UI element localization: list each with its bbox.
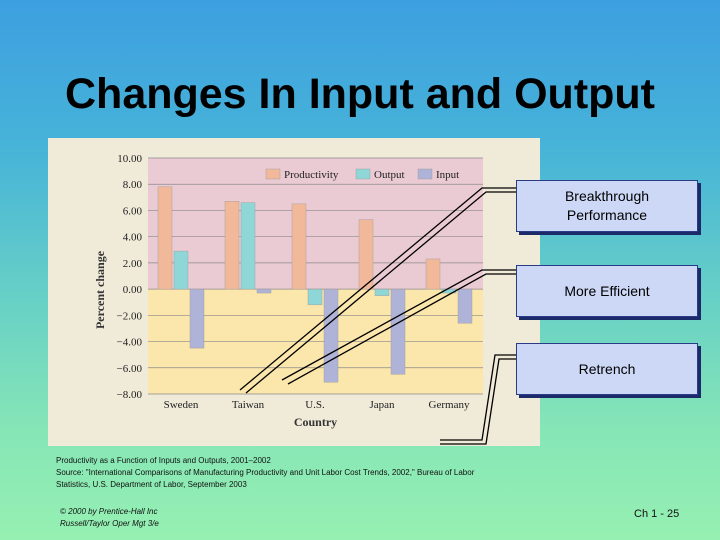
x-tick-label: Japan — [369, 399, 395, 411]
y-tick-label: 8.00 — [123, 179, 143, 191]
bar-output-taiwan — [240, 202, 256, 290]
y-tick-label: 6.00 — [123, 205, 143, 217]
x-tick-label: U.S. — [305, 399, 325, 411]
y-tick-label: 0.00 — [123, 284, 143, 296]
y-tick-label: −2.00 — [117, 310, 143, 322]
bar-productivity-taiwan — [224, 201, 240, 290]
bar-productivity-us — [291, 203, 307, 290]
bar-output-germany — [441, 288, 457, 294]
y-tick-label: −8.00 — [117, 389, 143, 401]
y-tick-label: 10.00 — [117, 153, 142, 165]
bar-output-japan — [374, 288, 390, 296]
bar-input-japan — [390, 288, 406, 375]
callout-breakthrough-performance: Breakthrough Performance — [516, 180, 698, 232]
legend-label-output: Output — [374, 169, 405, 181]
bar-productivity-sweden — [157, 186, 173, 290]
callout-retrench-label: Retrench — [578, 360, 636, 377]
legend-swatch-input — [417, 168, 433, 180]
page-number: Ch 1 - 25 — [634, 508, 680, 520]
bar-input-sweden — [189, 288, 205, 349]
figure-caption: Productivity as a Function of Inputs and… — [56, 455, 536, 491]
copyright-line: © 2000 by Prentice-Hall Inc — [60, 507, 158, 516]
legend-swatch-productivity — [265, 168, 281, 180]
slide-title: Changes In Input and Output — [65, 70, 655, 118]
bar-input-germany — [457, 288, 473, 324]
callout-retrench: Retrench — [516, 343, 698, 395]
x-tick-label: Sweden — [164, 399, 199, 411]
callout-more-efficient: More Efficient — [516, 265, 698, 317]
bar-output-sweden — [173, 250, 189, 290]
legend-label-input: Input — [436, 169, 459, 181]
caption-title: Productivity as a Function of Inputs and… — [56, 456, 271, 465]
legend-swatch-output — [355, 168, 371, 180]
copyright-notice: © 2000 by Prentice-Hall Inc Russell/Tayl… — [60, 506, 159, 530]
legend-label-productivity: Productivity — [284, 169, 339, 181]
bar-productivity-japan — [358, 219, 374, 290]
bar-chart: 10.00 8.00 6.00 4.00 2.00 0.00 −2.00 −4.00 −6.00… — [93, 153, 483, 429]
y-tick-label: −6.00 — [117, 363, 143, 375]
chart-panel: 10.00 8.00 6.00 4.00 2.00 0.00 −2.00 −4.00 −6.00… — [48, 138, 540, 446]
y-tick-label: 2.00 — [123, 258, 143, 270]
callout-efficient-label: More Efficient — [564, 282, 650, 299]
callout-breakthrough-label: Breakthrough Performance — [564, 188, 650, 223]
caption-source: Source: "International Comparisons of Ma… — [56, 468, 475, 477]
x-tick-label: Germany — [429, 399, 470, 411]
bar-input-us — [323, 288, 339, 383]
y-tick-label: −4.00 — [117, 337, 143, 349]
bar-output-us — [307, 288, 323, 306]
x-tick-label: Taiwan — [232, 399, 265, 411]
caption-source-cont: Statistics, U.S. Department of Labor, Se… — [56, 480, 247, 489]
bar-productivity-germany — [425, 258, 441, 290]
y-axis-label: Percent change — [93, 250, 107, 329]
y-tick-label: 4.00 — [123, 232, 143, 244]
x-axis-label: Country — [294, 415, 337, 429]
bar-input-taiwan — [256, 288, 272, 294]
textbook-line: Russell/Taylor Oper Mgt 3/e — [60, 519, 159, 528]
